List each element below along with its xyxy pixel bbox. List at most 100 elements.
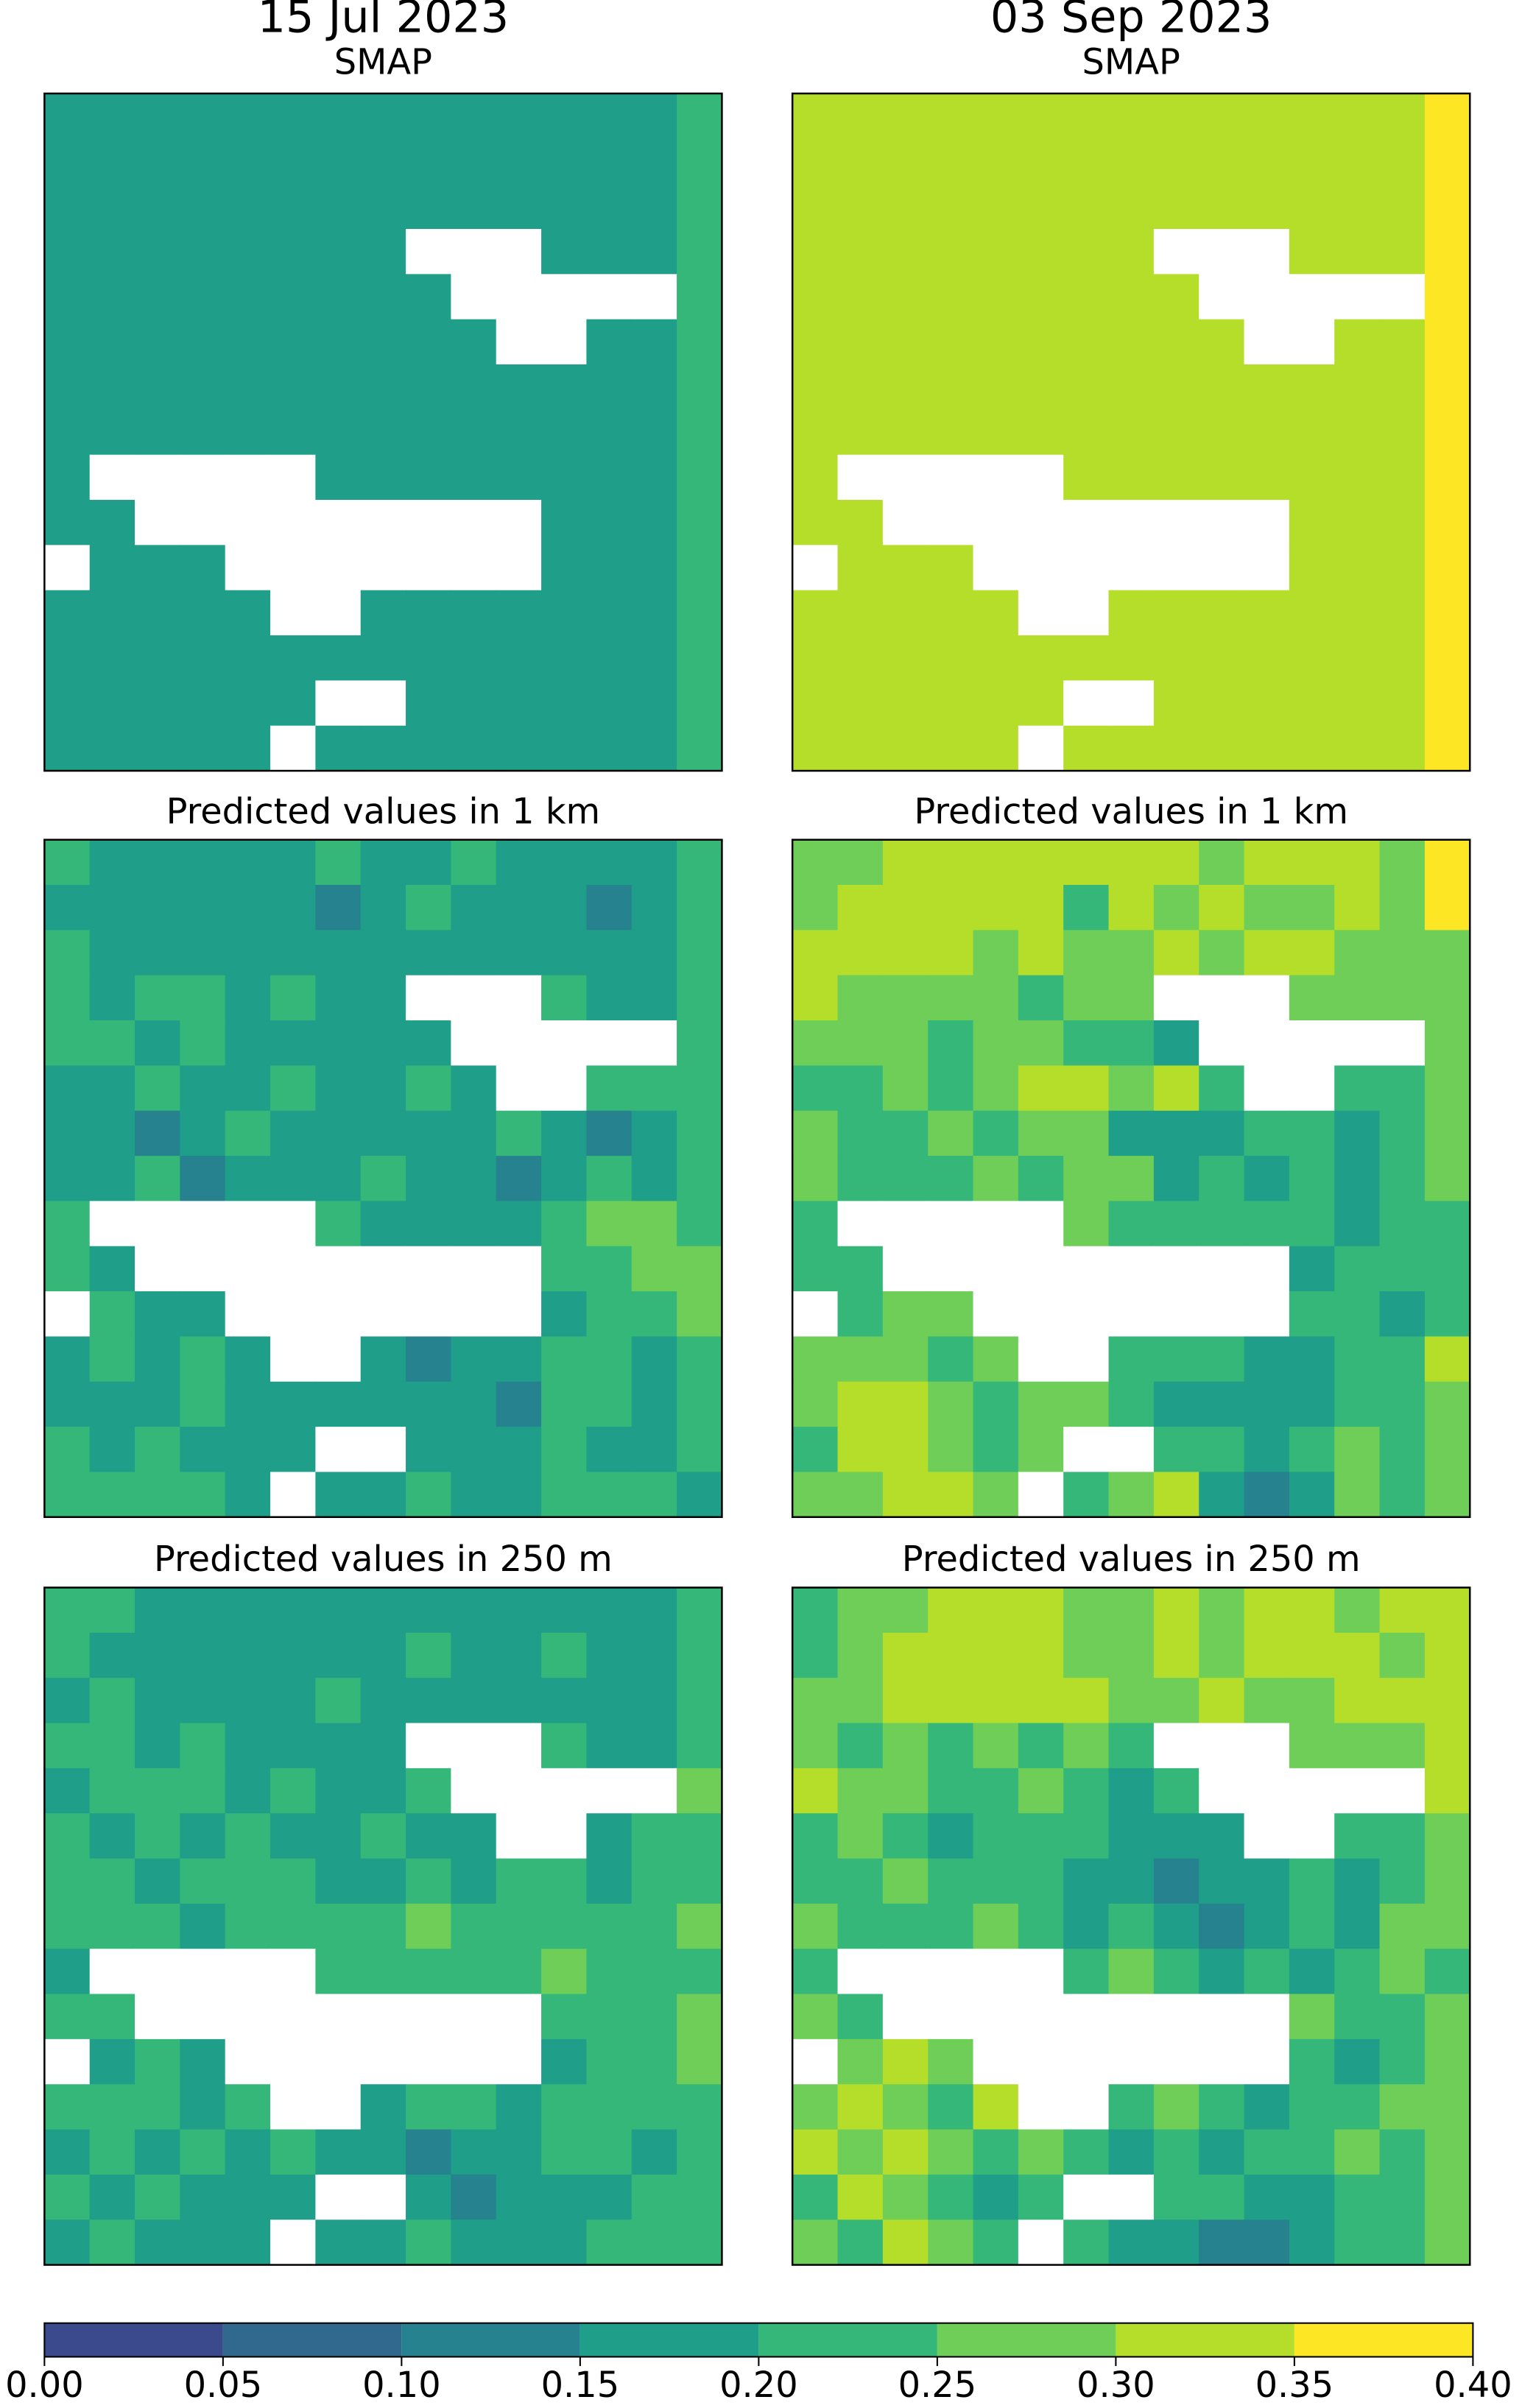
heatmap-cell [631,500,677,545]
heatmap-cell [270,930,317,976]
heatmap-cell [225,1201,271,1247]
heatmap-cell [1018,1678,1064,1724]
heatmap-cell [406,409,452,456]
x-tick-label: 0.20 [719,2365,798,2406]
heatmap-cell [270,1472,317,1518]
heatmap-cell [928,1427,974,1473]
heatmap-cell [180,1949,226,1995]
heatmap-cell [135,183,181,230]
heatmap-cell [180,319,226,365]
heatmap-cell [586,1201,633,1247]
heatmap-cell [586,1381,633,1427]
heatmap-cell [1244,2084,1290,2130]
heatmap-cell [792,1291,839,1338]
heatmap-cell [89,1246,135,1292]
heatmap-cell [1424,1201,1470,1247]
heatmap-cell [837,545,884,591]
heatmap-cell [1424,1156,1470,1202]
heatmap-cell [315,1381,362,1427]
heatmap-cell [677,1201,723,1247]
heatmap-cell [89,2084,135,2130]
heatmap-cell [631,1903,677,1949]
heatmap-cell [89,319,135,365]
heatmap-cell [1199,1768,1245,1814]
heatmap-cell [44,1903,91,1949]
heatmap-cell [1199,2129,1245,2175]
heatmap-cell [89,409,135,456]
heatmap-cell [360,1858,406,1904]
heatmap-cell [89,885,135,931]
heatmap-cell [135,1632,181,1678]
heatmap-cell [1379,364,1426,410]
heatmap-cell [270,590,317,636]
heatmap-cell [225,1903,271,1949]
heatmap-cell [541,1813,588,1860]
heatmap-cell [44,1678,91,1724]
heatmap-cell [1153,1381,1199,1427]
heatmap-cell [135,1994,181,2040]
heatmap-cell [837,2038,884,2085]
heatmap-cell [406,2084,452,2130]
heatmap-cell [1334,2084,1381,2130]
heatmap-cell [1108,1813,1155,1860]
heatmap-cell [270,680,317,727]
heatmap-cell [1289,1065,1335,1112]
heatmap-cell [1018,2084,1064,2130]
heatmap-cell [44,885,91,931]
heatmap-cell [1153,885,1199,931]
heatmap-cell [928,500,974,545]
heatmap-cell [225,635,271,681]
heatmap-cell [135,1020,181,1067]
heatmap-cell [677,454,723,501]
heatmap-cell [882,1768,929,1814]
heatmap-cell [973,680,1019,727]
heatmap-cell [1108,319,1155,365]
heatmap-cell [1199,680,1245,727]
heatmap-cell [44,635,91,681]
heatmap-cell [1289,725,1335,772]
heatmap-cell [1063,228,1110,275]
heatmap-cell [180,1994,226,2040]
heatmap-cell [315,319,362,365]
heatmap-cell [973,1587,1019,1634]
heatmap-cell [1424,885,1470,931]
heatmap-cell [882,1336,929,1383]
heatmap-cell [1334,2038,1381,2085]
heatmap-cell [406,590,452,636]
heatmap-cell [1063,1201,1110,1247]
heatmap-cell [180,1858,226,1904]
heatmap-cell [496,1427,542,1473]
heatmap-cell [451,725,497,772]
heatmap-cell [496,93,542,139]
heatmap-cell [1244,454,1290,501]
heatmap-cell [928,1813,974,1860]
heatmap-cell [1018,183,1064,230]
heatmap-cell [631,1427,677,1473]
heatmap-cell [1424,2084,1470,2130]
heatmap-cell [631,409,677,456]
heatmap-cell [1334,500,1381,545]
heatmap-cell [1244,885,1290,931]
heatmap-cell [406,2129,452,2175]
heatmap-cell [631,1632,677,1678]
heatmap-cell [1199,930,1245,976]
heatmap-cell [89,680,135,727]
heatmap-cell [1244,93,1290,139]
heatmap-cell [315,1587,362,1634]
heatmap-cell [541,590,588,636]
heatmap-cell [1108,409,1155,456]
heatmap-cell [631,2174,677,2220]
heatmap-cell [315,500,362,545]
heatmap-cell [89,1903,135,1949]
heatmap-cell [928,364,974,410]
heatmap-cell [89,1156,135,1202]
heatmap-cell [1199,1020,1245,1067]
heatmap-cell [586,319,633,365]
heatmap-cell [1334,1427,1381,1473]
heatmap-cell [586,1858,633,1904]
heatmap-cell [1018,1994,1064,2040]
heatmap-cell [1334,1903,1381,1949]
heatmap-cell [1063,1472,1110,1518]
heatmap-cell [1018,274,1064,320]
heatmap-cell [1244,1156,1290,1202]
